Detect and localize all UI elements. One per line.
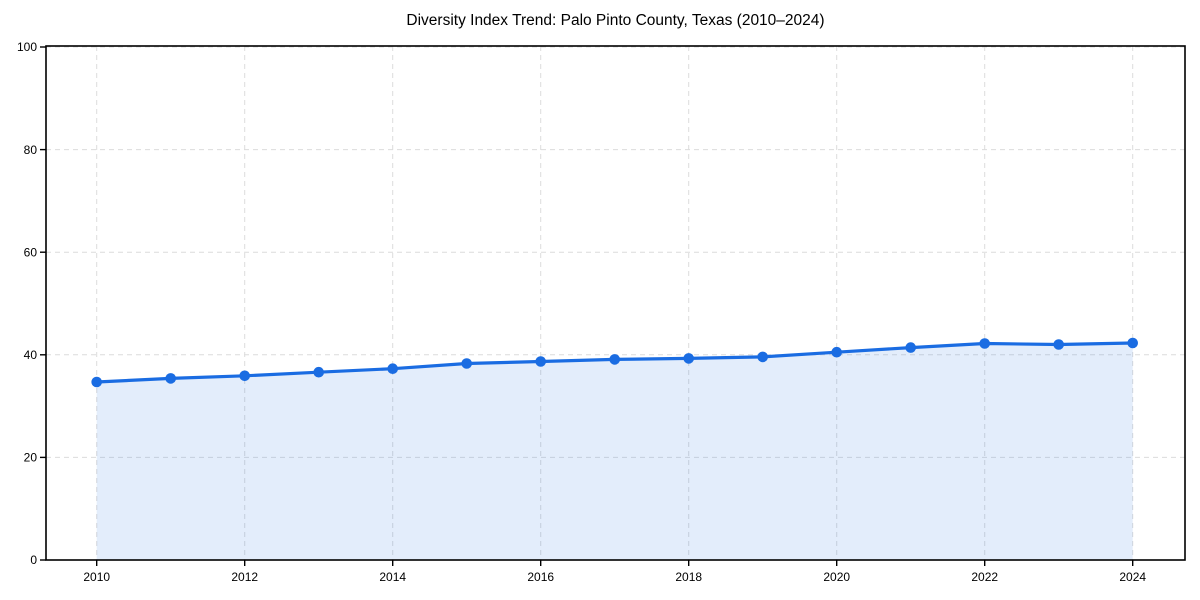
data-point-2021 [905,342,916,353]
x-tick-label: 2020 [823,570,850,584]
x-tick-label: 2022 [971,570,998,584]
area-fill [96,343,1133,560]
y-tick-label: 100 [17,40,37,54]
y-tick-label: 80 [24,143,38,157]
data-point-2010 [91,376,102,388]
plot-border [45,45,1186,561]
y-tick-label: 20 [24,451,38,465]
data-point-2019 [757,351,768,363]
x-tick-label: 2016 [527,570,554,584]
x-tick-label: 2024 [1119,570,1146,584]
data-point-2022 [979,338,990,349]
chart-title: Diversity Index Trend: Palo Pinto County… [406,12,825,29]
y-tick-label: 60 [24,245,38,259]
data-point-2020 [831,346,842,358]
data-point-2013 [313,366,325,378]
data-point-2014 [387,363,399,375]
x-tick-label: 2012 [231,570,258,584]
x-tick-label: 2014 [379,570,406,584]
data-point-2015 [461,358,473,369]
y-tick-label: 40 [24,348,38,362]
x-tick-label: 2018 [675,570,702,584]
y-tick-label: 0 [30,553,37,567]
data-point-2024 [1127,337,1138,349]
data-point-2018 [683,353,694,364]
data-point-2017 [609,354,620,365]
data-point-2016 [535,356,546,367]
data-point-2011 [165,373,176,384]
data-point-2012 [239,370,250,382]
x-tick-label: 2010 [83,570,110,584]
data-point-2023 [1053,339,1064,350]
